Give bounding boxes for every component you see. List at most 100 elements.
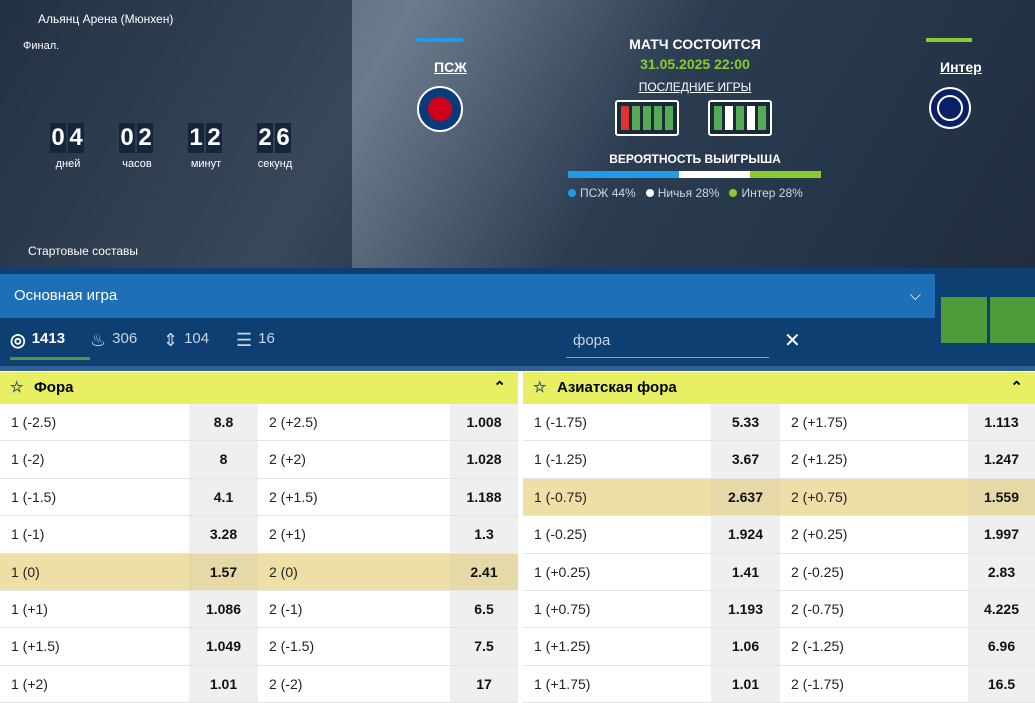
lineups[interactable]: Стартовые составы: [28, 244, 138, 258]
filter-icon: ♨: [90, 330, 107, 350]
outcome[interactable]: 1 (+0.75): [534, 600, 591, 617]
market-header[interactable]: ☆ Фора ⌃: [0, 372, 518, 404]
away-team[interactable]: Интер: [940, 59, 982, 75]
filter[interactable]: ♨ 306: [90, 330, 163, 360]
clear-button[interactable]: ✕: [784, 330, 801, 352]
odds[interactable]: 17: [450, 665, 518, 703]
outcome[interactable]: 2 (-1.75): [791, 675, 844, 692]
odds[interactable]: 4.225: [968, 590, 1035, 628]
odds[interactable]: 5.33: [711, 404, 780, 441]
outcome[interactable]: 2 (+1.25): [791, 451, 848, 468]
odds[interactable]: 8: [189, 441, 258, 478]
odds[interactable]: 2.83: [968, 553, 1035, 590]
outcome[interactable]: 1 (0): [0, 553, 189, 590]
odds[interactable]: 1.3: [450, 516, 518, 553]
odds[interactable]: 1.06: [711, 628, 780, 665]
odds[interactable]: 1.188: [450, 478, 518, 516]
market-row: 1 (-1.25) 3.67 2 (+1.25) 1.247: [523, 441, 1035, 479]
away-logo: [929, 87, 971, 129]
outcome[interactable]: 1 (-2.5): [11, 414, 57, 430]
filter[interactable]: ☰ 16: [236, 330, 309, 360]
odds[interactable]: 16.5: [968, 665, 1035, 703]
odds[interactable]: 1.086: [189, 590, 258, 628]
outcome[interactable]: 2 (+0.75): [780, 478, 968, 516]
outcome[interactable]: 1 (-1.25): [534, 451, 587, 468]
outcome[interactable]: 1 (-1): [11, 526, 45, 543]
outcome[interactable]: 2 (+1): [269, 526, 306, 543]
probability-bar: [568, 171, 821, 178]
odds[interactable]: 1.01: [711, 665, 780, 703]
star: ☆: [10, 379, 24, 396]
odds[interactable]: 2.637: [711, 478, 780, 516]
odds[interactable]: 2.41: [450, 553, 518, 590]
odds[interactable]: 6.96: [968, 628, 1035, 665]
odds[interactable]: 6.5: [450, 590, 518, 628]
outcome[interactable]: 2 (+1.5): [269, 488, 318, 505]
odds[interactable]: 1.008: [450, 404, 518, 441]
odds[interactable]: 1.193: [711, 590, 780, 628]
market-row: 1 (-2.5) 8.8 2 (+2.5) 1.008: [0, 404, 518, 442]
filter-icon: ⇕: [163, 330, 179, 350]
outcome[interactable]: 2 (-0.75): [791, 600, 844, 617]
outcome[interactable]: 2 (0): [258, 553, 450, 590]
search-input[interactable]: фора: [566, 328, 769, 358]
market-row: 1 (-0.25) 1.924 2 (+0.25) 1.997: [523, 516, 1035, 554]
home-team[interactable]: ПСЖ: [434, 59, 467, 75]
odds[interactable]: 1.41: [711, 553, 780, 590]
button[interactable]: [990, 297, 1035, 343]
outcome[interactable]: 2 (-1.5): [269, 638, 315, 655]
outcome[interactable]: 1 (+2): [11, 675, 48, 692]
odds[interactable]: 3.67: [711, 441, 780, 478]
odds[interactable]: 1.01: [189, 665, 258, 703]
outcome[interactable]: 1 (-1.5): [11, 488, 57, 505]
outcome[interactable]: 1 (-0.25): [534, 526, 587, 543]
filter[interactable]: ◎ 1413: [10, 330, 90, 360]
outcome[interactable]: 1 (+0.25): [534, 563, 591, 580]
button[interactable]: [941, 297, 987, 343]
home-logo: [417, 86, 463, 132]
game-select[interactable]: Основная игра ⌵: [0, 274, 935, 318]
outcome[interactable]: 2 (+0.25): [791, 526, 848, 543]
odds[interactable]: 1.559: [968, 478, 1035, 516]
outcome[interactable]: 2 (-1): [269, 600, 303, 617]
odds[interactable]: 1.028: [450, 441, 518, 478]
outcome[interactable]: 1 (+1.75): [534, 675, 591, 692]
outcome[interactable]: 2 (+2.5): [269, 414, 318, 430]
outcome[interactable]: 1 (-2): [11, 451, 45, 468]
market-header[interactable]: ☆ Азиатская фора ⌃: [523, 372, 1035, 404]
outcome[interactable]: 1 (+1.25): [534, 638, 591, 655]
venue: Альянц Арена (Мюнхен): [38, 12, 174, 26]
odds[interactable]: 4.1: [189, 478, 258, 516]
countdown-unit: дней: [55, 158, 81, 170]
outcome[interactable]: 2 (+1.75): [791, 414, 848, 430]
odds[interactable]: 7.5: [450, 628, 518, 665]
market-row: 1 (-0.75) 2.637 2 (+0.75) 1.559: [523, 478, 1035, 517]
odds[interactable]: 1.924: [711, 516, 780, 553]
match-status: МАТЧ СОСТОИТСЯ: [629, 36, 761, 52]
home-bar: [415, 38, 463, 42]
market-row: 1 (-1) 3.28 2 (+1) 1.3: [0, 516, 518, 554]
outcome[interactable]: 2 (-0.25): [791, 563, 844, 580]
outcome[interactable]: 2 (-2): [269, 675, 303, 692]
odds[interactable]: 1.247: [968, 441, 1035, 478]
odds[interactable]: 1.57: [189, 553, 258, 590]
odds[interactable]: 1.113: [968, 404, 1035, 441]
game-label: Основная игра: [14, 287, 118, 304]
outcome[interactable]: 1 (-1.75): [534, 414, 587, 430]
outcome[interactable]: 1 (-0.75): [523, 478, 711, 516]
outcome[interactable]: 2 (-1.25): [791, 638, 844, 655]
odds[interactable]: 1.997: [968, 516, 1035, 553]
filter[interactable]: ⇕ 104: [163, 330, 236, 360]
star: ☆: [533, 379, 547, 396]
last-games[interactable]: ПОСЛЕДНИЕ ИГРЫ: [638, 80, 752, 94]
outcome[interactable]: 1 (+1.5): [11, 638, 60, 655]
odds[interactable]: 3.28: [189, 516, 258, 553]
legend-dot: [568, 189, 576, 197]
odds[interactable]: 8.8: [189, 404, 258, 441]
market-row: 1 (+0.75) 1.193 2 (-0.75) 4.225: [523, 590, 1035, 629]
outcome[interactable]: 1 (+1): [11, 600, 48, 617]
away-bar: [926, 38, 972, 42]
outcome[interactable]: 2 (+2): [269, 451, 306, 468]
odds[interactable]: 1.049: [189, 628, 258, 665]
